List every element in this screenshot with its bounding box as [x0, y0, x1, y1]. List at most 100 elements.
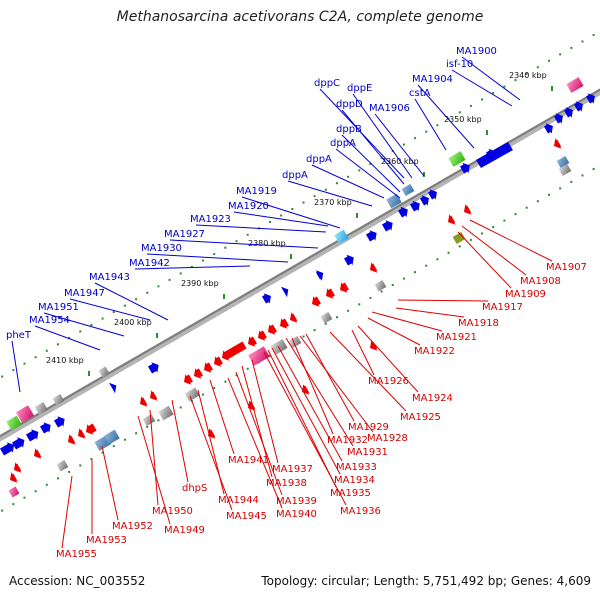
forward-gene-label[interactable]: cstA [409, 88, 431, 99]
track-dot [514, 79, 517, 82]
gene-box-gray [56, 460, 69, 472]
forward-gene-label[interactable]: dppC [314, 78, 340, 89]
reverse-gene-label[interactable]: dhpS [182, 483, 207, 494]
kbp-tick [156, 333, 158, 338]
forward-gene-label[interactable]: MA1920 [228, 201, 269, 212]
kbp-label: 2370 kbp [314, 198, 352, 207]
kbp-label: 2380 kbp [248, 239, 286, 248]
reverse-gene-label[interactable]: MA1935 [330, 488, 371, 499]
forward-gene-label[interactable]: MA1951 [38, 302, 79, 313]
reverse-gene-label[interactable]: MA1944 [218, 495, 259, 506]
forward-gene-label[interactable]: dppA [330, 138, 356, 149]
reverse-gene-label[interactable]: MA1933 [336, 462, 377, 473]
reverse-gene-arrow [194, 368, 203, 379]
reverse-label-leader [397, 299, 489, 302]
track-dot [202, 393, 205, 396]
arrow-shape [312, 296, 321, 307]
forward-gene-label[interactable]: MA1923 [190, 214, 231, 225]
gene-box-blue [401, 184, 415, 196]
forward-gene-label[interactable]: dppA [306, 154, 332, 165]
reverse-gene-label[interactable]: MA1937 [272, 464, 313, 475]
reverse-gene-arrow [140, 396, 148, 407]
reverse-gene-label[interactable]: MA1945 [226, 511, 267, 522]
reverse-label-leader [235, 371, 283, 496]
track-dot [525, 206, 528, 209]
forward-gene-label[interactable]: dppA [282, 170, 308, 181]
reverse-gene-label[interactable]: MA1921 [436, 332, 477, 343]
arrow-shape [194, 368, 203, 379]
reverse-gene-label[interactable]: MA1925 [400, 412, 441, 423]
arrow-shape [486, 148, 496, 160]
gene-box-gray [184, 387, 200, 402]
forward-gene-label[interactable]: isf-10 [446, 59, 473, 70]
gene-box-cyan [334, 229, 349, 244]
track-dot [246, 367, 249, 370]
reverse-gene-label[interactable]: MA1918 [458, 318, 499, 329]
reverse-gene-label[interactable]: MA1931 [347, 447, 388, 458]
reverse-label-leader [251, 359, 279, 464]
reverse-gene-arrow [340, 282, 349, 293]
track-dot [402, 277, 405, 280]
forward-gene-label[interactable]: MA1904 [412, 74, 453, 85]
forward-gene-label[interactable]: MA1942 [129, 258, 170, 269]
reverse-gene-label[interactable]: MA1952 [112, 521, 153, 532]
arrow-shape [184, 374, 193, 385]
forward-gene-arrow [398, 206, 408, 218]
reverse-gene-label[interactable]: MA1907 [546, 262, 587, 273]
track-dot [157, 285, 160, 288]
track-dot [123, 304, 126, 307]
gene-box-green [6, 415, 22, 431]
forward-gene-label[interactable]: MA1919 [236, 186, 277, 197]
reverse-gene-label[interactable]: MA1955 [56, 549, 97, 560]
forward-gene-label[interactable]: MA1906 [369, 103, 410, 114]
track-dot [135, 432, 138, 435]
reverse-gene-label[interactable]: MA1909 [505, 289, 546, 300]
reverse-gene-label[interactable]: MA1929 [348, 422, 389, 433]
reverse-gene-label[interactable]: MA1922 [414, 346, 455, 357]
arrow-shape [428, 189, 437, 200]
reverse-label-leader [241, 365, 273, 478]
forward-gene-label[interactable]: MA1954 [29, 315, 70, 326]
forward-gene-label[interactable]: MA1947 [64, 288, 105, 299]
forward-gene-label[interactable]: MA1930 [141, 243, 182, 254]
reverse-gene-label[interactable]: MA1953 [86, 535, 127, 546]
reverse-gene-label[interactable]: MA1941 [228, 455, 269, 466]
reverse-gene-label[interactable]: MA1938 [266, 478, 307, 489]
forward-gene-label[interactable]: dppD [336, 99, 363, 110]
reverse-gene-arrow [14, 462, 22, 473]
forward-gene-label[interactable]: dppB [336, 124, 362, 135]
reverse-gene-arrow [204, 362, 213, 373]
reverse-gene-label[interactable]: MA1940 [276, 509, 317, 520]
track-dot [56, 477, 59, 480]
forward-gene-label[interactable]: dppE [347, 83, 372, 94]
arrow-shape [40, 422, 51, 434]
track-dot [246, 233, 249, 236]
reverse-gene-label[interactable]: MA1924 [412, 393, 453, 404]
reverse-gene-label[interactable]: MA1932 [327, 435, 368, 446]
forward-gene-label[interactable]: MA1900 [456, 46, 497, 57]
track-dot [380, 290, 383, 293]
forward-gene-label[interactable]: MA1927 [164, 229, 205, 240]
reverse-gene-arrow [184, 374, 193, 385]
forward-gene-label[interactable]: MA1943 [89, 272, 130, 283]
forward-gene-label[interactable]: pheT [6, 330, 32, 341]
reverse-gene-label[interactable]: MA1917 [482, 302, 523, 313]
arrow-shape [140, 396, 148, 407]
reverse-label-leader [367, 317, 421, 346]
reverse-gene-label[interactable]: MA1926 [368, 376, 409, 387]
reverse-gene-label[interactable]: MA1939 [276, 496, 317, 507]
reverse-gene-label[interactable]: MA1928 [367, 433, 408, 444]
track-dot [12, 369, 15, 372]
track-dot [112, 311, 115, 314]
reverse-gene-label[interactable]: MA1908 [520, 276, 561, 287]
reverse-label-leader [329, 331, 407, 412]
track-dot [425, 130, 428, 133]
reverse-gene-label[interactable]: MA1949 [164, 525, 205, 536]
reverse-gene-label[interactable]: MA1936 [340, 506, 381, 517]
arrow-shape [214, 356, 223, 367]
kbp-tick [290, 254, 292, 259]
track-dot [45, 349, 48, 352]
arrow-shape [150, 390, 158, 401]
reverse-gene-label[interactable]: MA1934 [334, 475, 375, 486]
reverse-gene-label[interactable]: MA1950 [152, 506, 193, 517]
